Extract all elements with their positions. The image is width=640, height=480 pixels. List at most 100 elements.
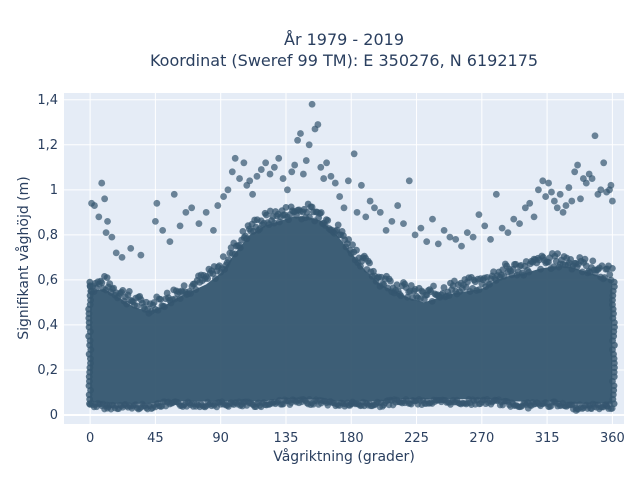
data-point [597,186,605,194]
data-point [231,154,239,162]
y-tick-label: 1,4 [37,93,58,108]
edge-point [520,271,528,279]
data-point [353,208,361,216]
data-point [504,229,512,237]
edge-point [349,241,356,249]
data-point [366,197,374,205]
data-point [417,224,425,232]
edge-point [161,303,168,311]
x-tick-label: 45 [147,431,164,446]
data-point [308,100,316,108]
edge-point [236,244,244,252]
edge-point [334,221,342,229]
y-tick-label: 0,8 [37,228,58,243]
data-point [556,190,564,198]
edge-point [500,272,508,280]
data-point [314,121,322,128]
x-tick-label: 135 [274,431,299,446]
x-tick-label: 180 [339,431,364,446]
y-tick-label: 0 [50,408,58,423]
edge-point [554,250,561,258]
data-point [284,186,291,194]
data-point [516,220,523,227]
data-point [394,202,402,209]
data-point [294,136,301,144]
edge-point [550,263,558,271]
data-point [246,177,254,185]
data-point [236,175,243,182]
edge-point [601,274,608,281]
edge-point [106,280,114,288]
data-point [302,157,310,164]
data-point [279,175,287,182]
edge-point [475,286,483,294]
edge-point [231,250,239,258]
data-point [577,195,584,203]
data-point [305,141,313,149]
data-point [166,238,174,246]
edge-point [428,297,436,305]
data-point [195,220,203,227]
edge-point [387,277,394,285]
data-point [535,186,542,194]
data-point [151,217,159,225]
outlier-points [88,100,616,414]
data-point [481,222,489,230]
edge-point [430,282,437,290]
edge-point [157,295,165,303]
data-point [530,213,538,221]
data-point [526,199,534,207]
data-point [95,213,103,221]
data-point [358,181,365,189]
edge-point [578,268,586,276]
data-point [521,204,529,212]
data-point [434,240,442,248]
edge-point [103,274,111,282]
y-tick-label: 0,4 [37,318,58,333]
data-point [228,168,236,176]
data-point [220,193,227,200]
data-point [492,190,500,198]
edge-point [366,259,373,267]
data-point [400,220,407,227]
data-point [582,179,590,187]
x-tick-label: 225 [404,431,429,446]
data-point [510,215,518,223]
data-point [565,184,573,191]
data-point [591,132,599,140]
data-point [608,197,616,205]
edge-point [225,256,232,264]
edge-point [582,262,590,270]
edge-point [176,295,184,303]
data-point [376,208,384,216]
data-point [539,177,547,185]
data-point [262,159,270,167]
data-point [458,242,465,250]
data-point [317,163,325,171]
edge-point [86,278,94,286]
data-point [446,233,454,241]
edge-point [486,280,494,288]
y-tick-label: 1,2 [37,138,58,153]
data-point [371,204,378,212]
edge-point [266,207,274,215]
data-point [452,235,460,243]
edge-point [589,257,597,265]
edge-point [353,246,360,254]
data-point [266,170,274,178]
data-point [137,251,145,259]
dense-point-cloud [90,216,613,404]
data-point [202,208,210,216]
data-point [214,202,222,209]
data-point [550,197,558,205]
edge-point [581,255,589,263]
data-point [176,222,184,230]
edge-point [133,302,141,310]
data-point [291,161,299,169]
data-point [524,404,532,412]
data-point [275,154,283,162]
data-point [347,400,355,408]
data-point [299,170,307,178]
data-point [188,204,196,212]
data-point [362,213,370,221]
